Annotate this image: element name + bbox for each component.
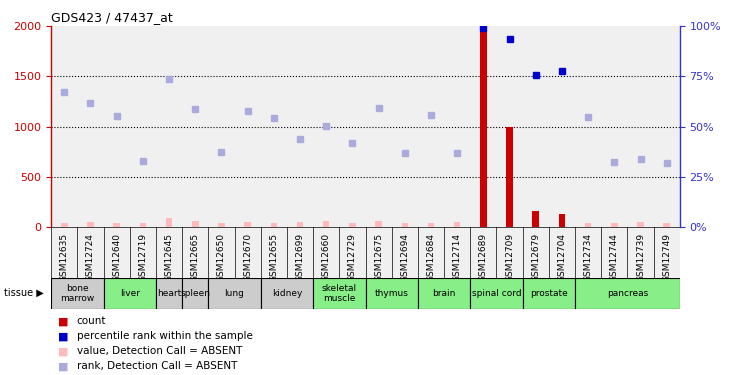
Bar xyxy=(454,222,461,227)
Bar xyxy=(507,127,513,227)
Text: prostate: prostate xyxy=(530,289,568,298)
Bar xyxy=(480,30,487,227)
FancyBboxPatch shape xyxy=(104,278,156,309)
Bar xyxy=(192,221,199,227)
FancyBboxPatch shape xyxy=(366,278,418,309)
Bar xyxy=(585,224,591,227)
Bar xyxy=(323,221,330,227)
Bar xyxy=(244,222,251,227)
Text: kidney: kidney xyxy=(272,289,302,298)
FancyBboxPatch shape xyxy=(182,278,208,309)
Bar xyxy=(664,223,670,227)
Bar xyxy=(297,222,303,227)
Text: tissue ▶: tissue ▶ xyxy=(4,288,43,298)
FancyBboxPatch shape xyxy=(51,278,104,309)
FancyBboxPatch shape xyxy=(575,278,680,309)
Bar xyxy=(140,223,146,227)
Bar xyxy=(611,223,618,227)
Text: value, Detection Call = ABSENT: value, Detection Call = ABSENT xyxy=(77,346,242,356)
Text: thymus: thymus xyxy=(375,289,409,298)
Bar xyxy=(375,221,382,227)
FancyBboxPatch shape xyxy=(313,278,366,309)
Bar xyxy=(270,223,277,227)
FancyBboxPatch shape xyxy=(156,278,182,309)
Text: GDS423 / 47437_at: GDS423 / 47437_at xyxy=(51,11,173,24)
Text: ■: ■ xyxy=(58,346,69,356)
FancyBboxPatch shape xyxy=(261,278,313,309)
Text: spinal cord: spinal cord xyxy=(471,289,521,298)
FancyBboxPatch shape xyxy=(470,278,523,309)
Bar xyxy=(558,214,565,227)
Bar xyxy=(428,223,434,227)
FancyBboxPatch shape xyxy=(418,278,470,309)
Text: pancreas: pancreas xyxy=(607,289,648,298)
Text: bone
marrow: bone marrow xyxy=(60,284,94,303)
Bar xyxy=(166,218,173,227)
Bar xyxy=(87,222,94,227)
Bar xyxy=(113,223,120,227)
Text: ■: ■ xyxy=(58,361,69,371)
Bar xyxy=(401,223,408,227)
Bar xyxy=(61,223,67,227)
Bar xyxy=(349,223,356,227)
Text: brain: brain xyxy=(433,289,455,298)
FancyBboxPatch shape xyxy=(523,278,575,309)
Text: skeletal
muscle: skeletal muscle xyxy=(322,284,357,303)
Text: percentile rank within the sample: percentile rank within the sample xyxy=(77,331,253,341)
Bar xyxy=(218,223,224,227)
Text: ■: ■ xyxy=(58,331,69,341)
Text: rank, Detection Call = ABSENT: rank, Detection Call = ABSENT xyxy=(77,361,237,371)
Text: heart: heart xyxy=(157,289,181,298)
Text: ■: ■ xyxy=(58,316,69,326)
Bar xyxy=(532,211,539,227)
Text: lung: lung xyxy=(224,289,244,298)
Text: count: count xyxy=(77,316,106,326)
Text: liver: liver xyxy=(120,289,140,298)
FancyBboxPatch shape xyxy=(208,278,261,309)
Text: spleen: spleen xyxy=(181,289,211,298)
Bar xyxy=(637,222,644,227)
